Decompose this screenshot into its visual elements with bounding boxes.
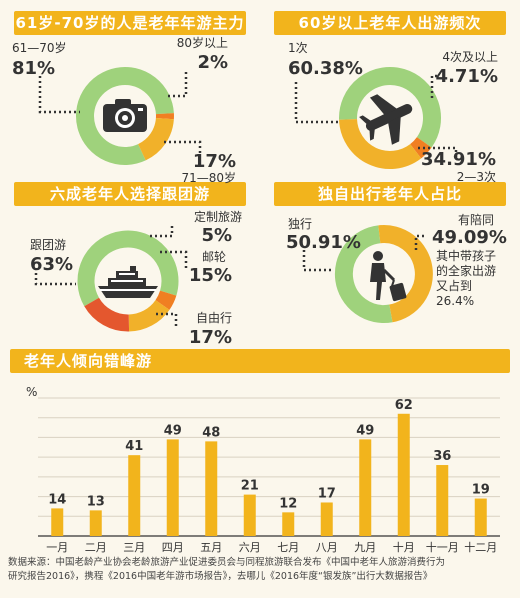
bar (243, 494, 256, 536)
donut-chart-frequency: 1次 60.38% 4次及以上 4.71% 34.91% 2—3次 (288, 41, 498, 184)
bar-value-label: 17 (318, 486, 336, 501)
donut-slice (77, 230, 179, 307)
bar-value-label: 13 (87, 494, 105, 509)
x-tick-label: 三月 (123, 541, 145, 554)
donut-slice (409, 136, 432, 159)
cruise-ship-icon (98, 266, 158, 298)
bar-value-label: 14 (48, 492, 66, 507)
slice-label-cruise: 邮轮 (202, 250, 226, 264)
bar (474, 498, 487, 536)
donut-slice (76, 67, 174, 165)
bar (397, 413, 410, 536)
x-tick-label: 四月 (162, 541, 184, 554)
donut-chart-tour-type: 跟团游 63% 定制旅游 5% 邮轮 15% 自由行 17% (30, 209, 242, 348)
x-tick-label: 五月 (200, 541, 222, 554)
slice-label-61-70: 61—70岁 (12, 40, 67, 55)
bar (205, 441, 218, 536)
slice-label-solo: 独行 (288, 217, 312, 231)
donut-slice (128, 299, 170, 332)
x-tick-label: 十月 (393, 540, 415, 554)
traveler-with-luggage-icon (370, 251, 407, 302)
airplane-icon (359, 94, 413, 145)
bar-value-label: 62 (395, 398, 413, 413)
bar-value-label: 21 (241, 479, 259, 494)
slice-value-61-70: 81% (12, 58, 55, 79)
bar (51, 508, 64, 536)
bar-value-label: 12 (279, 496, 297, 511)
bar-value-label: 19 (472, 483, 490, 498)
family-note-line-3: 又占到 (436, 278, 472, 293)
slice-value-accompanied: 49.09% (432, 227, 507, 248)
slice-value-2-3: 34.91% (421, 149, 496, 170)
donut-slice (339, 118, 422, 169)
slice-value-group-tour: 63% (30, 254, 73, 275)
slice-label-independent: 自由行 (196, 311, 232, 325)
slice-value-71-80: 17% (193, 151, 236, 172)
bar (436, 465, 449, 536)
slice-label-group-tour: 跟团游 (30, 238, 66, 252)
x-tick-label: 一月 (46, 541, 68, 554)
banner-solo: 独自出行老年人占比 (274, 182, 506, 206)
donut-slice (334, 225, 393, 323)
banner-age: 61岁-70岁的人是老年年游主力 (14, 11, 246, 35)
x-tick-label: 七月 (277, 541, 299, 554)
bar (128, 455, 141, 536)
slice-label-80-plus: 80岁以上 (177, 36, 228, 50)
slice-label-custom-tour: 定制旅游 (194, 209, 242, 224)
banner-off-peak: 老年人倾向错峰游 (10, 349, 510, 373)
slice-label-71-80: 71—80岁 (181, 170, 236, 185)
data-source: 数据来源：中国老龄产业协会老龄旅游产业促进委员会与同程旅游联合发布《中国中老年人… (8, 556, 512, 584)
x-tick-label: 九月 (354, 541, 376, 554)
slice-value-once: 60.38% (288, 58, 363, 79)
family-note-line-4: 26.4% (436, 294, 474, 308)
slice-label-2-3: 2—3次 (457, 170, 496, 184)
bar-value-label: 49 (356, 423, 374, 438)
bar (166, 439, 179, 536)
bar-value-label: 48 (202, 425, 220, 440)
data-source-line-2: 研究报告2016》，携程《2016中国老年游市场报告》，去哪儿《2016年度“银… (8, 571, 433, 582)
slice-value-custom-tour: 5% (201, 225, 232, 246)
bar-value-label: 41 (125, 439, 143, 454)
banner-frequency: 60岁以上老年人出游频次 (274, 11, 506, 35)
slice-label-once: 1次 (288, 41, 308, 55)
slice-value-80-plus: 2% (197, 52, 228, 73)
x-tick-label: 二月 (85, 541, 107, 554)
slice-value-4-plus: 4.71% (436, 66, 498, 87)
donut-slice (155, 290, 177, 310)
data-source-line-1: 数据来源：中国老龄产业协会老龄旅游产业促进委员会与同程旅游联合发布《中国中老年人… (8, 557, 446, 568)
donut-slice (137, 117, 174, 161)
bar (320, 502, 333, 536)
slice-value-independent: 17% (189, 327, 232, 348)
donut-slice (378, 225, 433, 323)
donut-chart-age: 61—70岁 81% 80岁以上 2% 17% 71—80岁 (12, 36, 236, 185)
slice-label-accompanied: 有陪同 (458, 212, 494, 227)
slice-label-4-plus: 4次及以上 (442, 50, 498, 64)
y-axis-unit-label: % (26, 385, 37, 399)
family-note-line-1: 其中带孩子 (436, 248, 496, 263)
x-tick-label: 十二月 (464, 540, 497, 554)
bar-value-label: 49 (164, 423, 182, 438)
bar (359, 439, 372, 536)
bar (89, 510, 102, 536)
banner-tour-type: 六成老年人选择跟团游 (14, 182, 246, 206)
x-tick-label: 六月 (239, 541, 261, 554)
bar-chart-off-peak: % 14 一月 13 二月 41 三月 49 四月 48 五月 21 六月 12 七月 17 八月 49 九月 62… (26, 385, 500, 554)
donut-slice (339, 67, 441, 148)
x-tick-label: 八月 (316, 541, 338, 554)
bar-value-label: 36 (433, 449, 451, 464)
donut-chart-solo: 独行 50.91% 有陪同 49.09% 其中带孩子 的全家出游 又占到 26.… (286, 212, 507, 323)
camera-icon (103, 99, 147, 132)
slice-value-solo: 50.91% (286, 232, 361, 253)
x-tick-label: 十一月 (426, 540, 459, 554)
slice-value-cruise: 15% (189, 265, 232, 286)
donut-slice (84, 297, 130, 332)
bar (282, 512, 295, 536)
family-note-line-2: 的全家出游 (436, 263, 496, 278)
